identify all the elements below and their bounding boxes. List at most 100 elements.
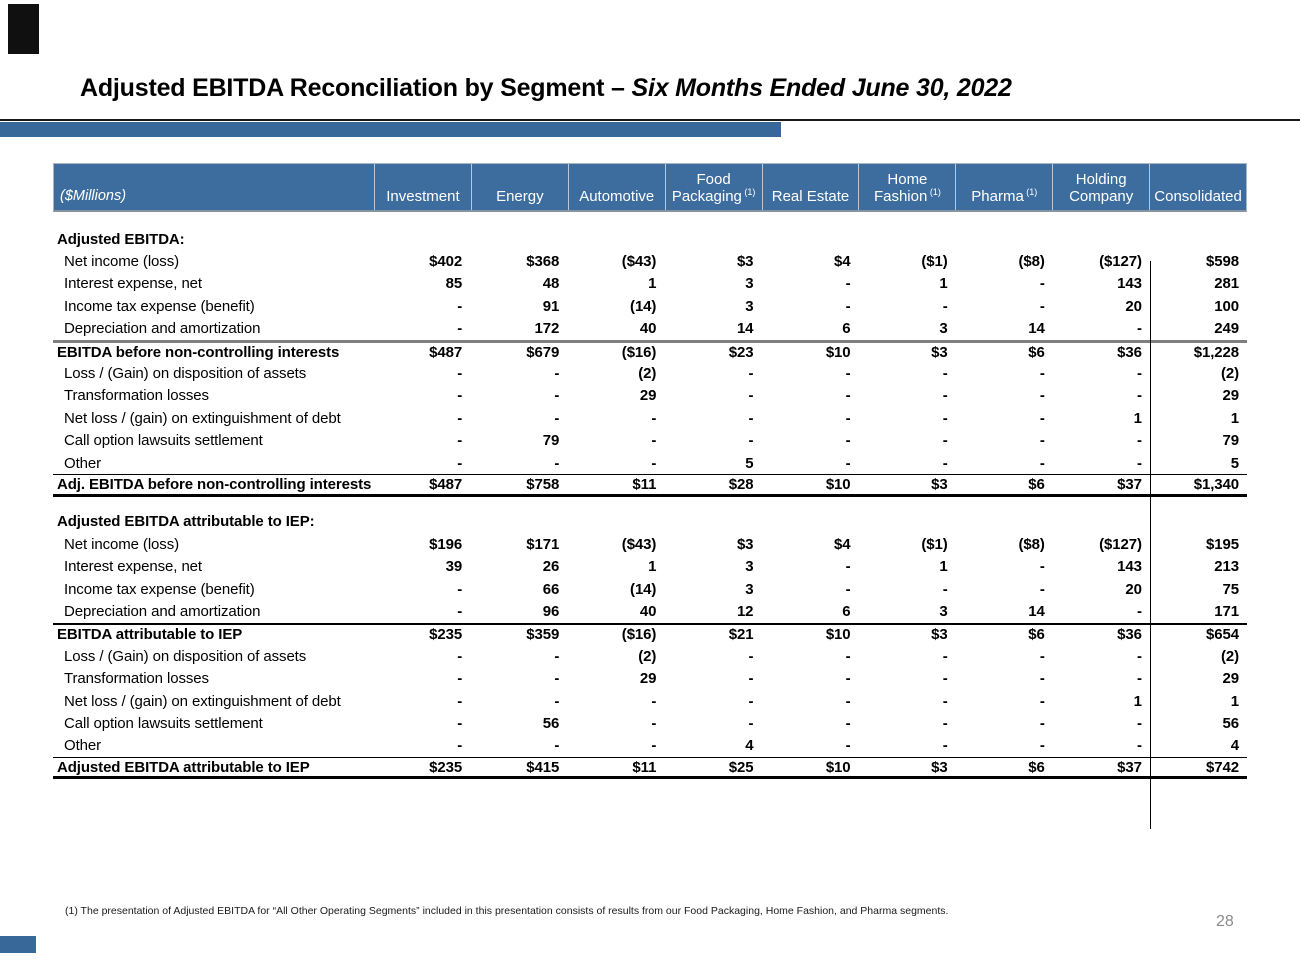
cell-value: $6 — [1028, 758, 1045, 776]
cell-value: $1,228 — [1193, 344, 1239, 362]
page-title-period: Six Months Ended June 30, 2022 — [631, 74, 1012, 102]
table-row: Adjusted EBITDA attributable to IEP $235 $… — [53, 756, 1247, 780]
cell-value: 6 — [842, 320, 851, 338]
cell-value: - — [457, 737, 463, 755]
cell-value: $6 — [1028, 344, 1045, 362]
row-label: Net loss / (gain) on extinguishment of d… — [64, 409, 341, 427]
cell-value: $402 — [429, 253, 463, 271]
cell-value: - — [457, 580, 463, 598]
cell-value: ($43) — [621, 253, 657, 271]
cell-value: 3 — [939, 320, 948, 338]
cell-value: ($8) — [1018, 253, 1045, 271]
cell-value: - — [1039, 365, 1045, 383]
cell-value: - — [1039, 454, 1045, 472]
row-label: Call option lawsuits settlement — [64, 714, 263, 732]
cell-value: 29 — [1222, 670, 1239, 688]
cell-value: 1 — [1230, 409, 1239, 427]
cell-value: $359 — [526, 626, 560, 644]
cell-value: 4 — [1230, 737, 1239, 755]
section-header-label: Adjusted EBITDA attributable to IEP: — [57, 513, 315, 531]
cell-value: - — [1039, 432, 1045, 450]
cell-value: - — [554, 737, 560, 755]
cell-value: - — [845, 647, 851, 665]
cell-value: - — [457, 454, 463, 472]
cell-value: 48 — [542, 275, 560, 293]
cell-value: $368 — [526, 253, 560, 271]
footnote-marker: (1) — [741, 187, 756, 197]
cell-value: 3 — [939, 602, 948, 620]
cell-value: - — [748, 409, 754, 427]
column-header-food-packaging: Food Packaging (1) — [664, 164, 762, 210]
column-header-line: Packaging (1) — [671, 187, 756, 206]
table-row: Net loss / (gain) on extinguishment of d… — [53, 690, 1247, 712]
table-row: Depreciation and amortization - 172 40 14 6 3 1… — [53, 318, 1247, 340]
cell-value: 5 — [1230, 454, 1239, 472]
cell-value: 143 — [1117, 558, 1142, 576]
column-header-investment: Investment — [374, 164, 471, 210]
cell-value: 79 — [542, 432, 560, 450]
cell-value: - — [651, 737, 657, 755]
column-header-line: Real Estate — [771, 188, 850, 205]
row-label: Other — [64, 737, 102, 755]
cell-value: - — [651, 432, 657, 450]
cell-value: - — [457, 409, 463, 427]
cell-value: $3 — [736, 253, 754, 271]
cell-value: 1 — [648, 275, 657, 293]
cell-value: 1 — [939, 275, 948, 293]
cell-value: 12 — [736, 602, 754, 620]
section-header-row: Adjusted EBITDA: — [53, 228, 1247, 250]
row-label: Depreciation and amortization — [64, 320, 261, 338]
cell-value: - — [1136, 670, 1142, 688]
cell-value: - — [457, 670, 463, 688]
row-label: Net income (loss) — [64, 253, 179, 271]
cell-value: $4 — [834, 535, 851, 553]
row-label: Interest expense, net — [64, 558, 202, 576]
footnote: (1) The presentation of Adjusted EBITDA … — [65, 905, 949, 917]
column-header-automotive: Automotive — [567, 164, 665, 210]
cell-value: ($127) — [1099, 535, 1142, 553]
cell-value: - — [1039, 692, 1045, 710]
cell-value: - — [942, 432, 948, 450]
cell-value: 96 — [542, 602, 560, 620]
column-header-line: Fashion (1) — [873, 187, 941, 206]
cell-value: - — [942, 365, 948, 383]
cell-value: $23 — [728, 344, 754, 362]
cell-value: - — [1136, 647, 1142, 665]
cell-value: 29 — [1222, 387, 1239, 405]
column-header-home-fashion: Home Fashion (1) — [858, 164, 955, 210]
column-header-line: Automotive — [579, 188, 655, 205]
cell-value: - — [845, 670, 851, 688]
cell-value: 6 — [842, 602, 851, 620]
cell-value: $6 — [1028, 475, 1045, 493]
table-row: Interest expense, net 39 26 1 3-1-143 213 — [53, 555, 1247, 577]
cell-value: $10 — [825, 475, 851, 493]
table-row: Net income (loss) $402 $368 ($43) $3 $4 ($1) ($… — [53, 250, 1247, 272]
cell-value: 281 — [1214, 275, 1239, 293]
cell-value: - — [748, 647, 754, 665]
cell-value: 213 — [1214, 558, 1239, 576]
cell-value: - — [1136, 737, 1142, 755]
table-header-row: ($Millions) Investment Energy Automotive Fo… — [53, 163, 1247, 212]
title-rule-line — [0, 119, 1300, 121]
column-header-line: Investment — [386, 188, 460, 205]
table-row: Loss / (Gain) on disposition of assets - -… — [53, 645, 1247, 667]
cell-value: 172 — [534, 320, 560, 338]
cell-value: - — [748, 387, 754, 405]
column-header-line: Company — [1069, 188, 1134, 205]
cell-value: - — [748, 714, 754, 732]
cell-value: $171 — [526, 535, 560, 553]
cell-value: 14 — [1028, 602, 1045, 620]
cell-value: - — [845, 387, 851, 405]
cell-value: $3 — [931, 758, 948, 776]
cell-value: $415 — [526, 758, 560, 776]
cell-value: $679 — [526, 344, 560, 362]
table-row: EBITDA attributable to IEP $235 $359 ($16) $… — [53, 622, 1247, 645]
cell-value: - — [942, 454, 948, 472]
column-header-line: Energy — [496, 188, 544, 205]
cell-value: $21 — [728, 626, 754, 644]
cell-value: - — [845, 432, 851, 450]
cell-value: $28 — [728, 475, 754, 493]
page-title: Adjusted EBITDA Reconciliation by Segmen… — [80, 74, 1012, 103]
page-title-main: Adjusted EBITDA Reconciliation by Segmen… — [80, 74, 632, 102]
